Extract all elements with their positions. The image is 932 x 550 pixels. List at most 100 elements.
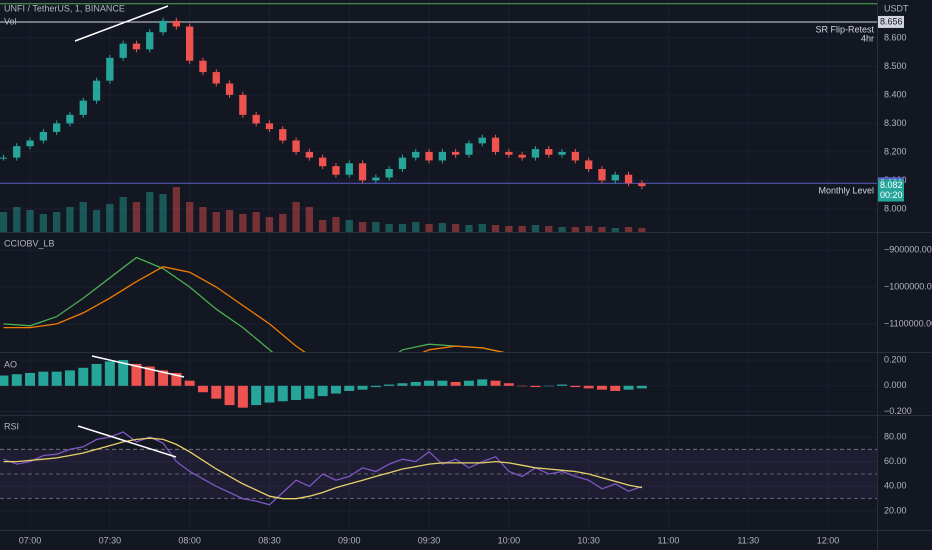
- candle: [385, 169, 393, 178]
- ao-bar: [424, 380, 435, 386]
- volume-bar: [13, 207, 21, 232]
- candle: [13, 146, 21, 158]
- rsi-legend: RSI: [4, 421, 19, 431]
- volume-bar: [598, 227, 606, 232]
- candle: [159, 20, 167, 33]
- price-axis-label: 8.600: [884, 32, 907, 42]
- ao-bar: [557, 384, 568, 386]
- volume-bar: [252, 212, 260, 232]
- time-label: 10:00: [498, 535, 521, 545]
- ao-bar: [224, 385, 235, 406]
- currency-label: USDT: [884, 3, 909, 13]
- time-label: 10:30: [577, 535, 600, 545]
- time-label: 08:30: [258, 535, 281, 545]
- volume-bar: [199, 207, 207, 232]
- ao-bar: [503, 383, 514, 386]
- candle: [584, 160, 593, 170]
- volume-bar: [212, 212, 220, 232]
- ao-bar: [344, 385, 355, 391]
- cciobv-line: [3, 256, 505, 352]
- candle: [372, 177, 380, 181]
- candle: [66, 114, 74, 124]
- volume-bar: [465, 225, 473, 232]
- volume-bar: [638, 228, 646, 232]
- candle: [624, 174, 633, 184]
- ao-bar: [51, 371, 62, 386]
- time-label: 09:00: [338, 535, 361, 545]
- candle: [545, 149, 553, 155]
- candle: [598, 169, 606, 181]
- candle: [172, 20, 181, 27]
- candle: [39, 131, 48, 141]
- last-price-label: 8.082: [880, 180, 903, 190]
- ao-bar: [118, 360, 129, 386]
- ao-bar: [131, 363, 142, 386]
- ao-bar: [490, 380, 501, 386]
- level-name: Monthly Level: [818, 186, 874, 196]
- ao-bar: [610, 385, 621, 391]
- price-axis-label: −900000.000: [884, 244, 932, 254]
- ao-bar: [410, 381, 421, 386]
- price-axis-label: 40.00: [884, 481, 907, 491]
- candle: [265, 123, 274, 130]
- cciobv-legend: CCIOBV_LB: [4, 238, 55, 248]
- volume-bar: [159, 194, 167, 232]
- candle: [478, 137, 486, 144]
- ao-bar: [184, 380, 195, 386]
- candle: [558, 151, 566, 155]
- trend-line: [77, 425, 177, 458]
- trend-line: [74, 5, 169, 42]
- volume-bar: [305, 207, 314, 232]
- volume-bar: [345, 220, 353, 232]
- volume-bar: [478, 224, 486, 232]
- volume-bar: [545, 226, 553, 232]
- candle: [531, 149, 540, 158]
- time-label: 08:00: [178, 535, 201, 545]
- ao-bar: [211, 385, 222, 399]
- candle: [518, 154, 526, 158]
- ao-bar: [304, 385, 315, 399]
- candle: [505, 151, 513, 155]
- time-label: 11:30: [737, 535, 759, 545]
- candle: [119, 43, 127, 58]
- time-label: 07:30: [99, 535, 122, 545]
- ao-bar: [38, 371, 49, 386]
- ao-bar: [530, 385, 541, 388]
- candle: [611, 174, 619, 181]
- ao-bar: [370, 385, 381, 388]
- volume-bar: [66, 207, 74, 232]
- volume-bar: [398, 224, 407, 232]
- ao-bar: [623, 385, 634, 390]
- volume-bar: [584, 226, 593, 232]
- price-axis-label: −1100000.000: [884, 318, 932, 328]
- ao-bar: [357, 385, 368, 390]
- volume-bar: [332, 217, 340, 232]
- ao-bar: [450, 381, 461, 386]
- ao-bar: [277, 385, 288, 402]
- ao-bar: [543, 385, 554, 387]
- volume-legend: Vol: [4, 16, 17, 26]
- ao-bar: [330, 385, 341, 394]
- volume-bar: [624, 227, 633, 232]
- price-axis-label: 0.000: [884, 380, 907, 390]
- candle: [318, 157, 327, 167]
- candle: [106, 57, 114, 81]
- volume-bar: [412, 222, 420, 232]
- candle: [0, 157, 8, 159]
- candle: [491, 137, 500, 152]
- ao-bar: [477, 379, 488, 386]
- candle: [252, 114, 260, 124]
- volume-bar: [26, 210, 34, 232]
- volume-bar: [239, 214, 247, 232]
- ao-bar: [11, 374, 22, 386]
- symbol-legend: UNFI / TetherUS, 1, BINANCE: [4, 3, 125, 13]
- ao-bar: [570, 385, 581, 388]
- price-axis-label: 0.200: [884, 354, 907, 364]
- ao-bar: [251, 385, 262, 406]
- candle: [345, 163, 353, 175]
- candle: [225, 83, 234, 95]
- time-label: 07:00: [19, 535, 42, 545]
